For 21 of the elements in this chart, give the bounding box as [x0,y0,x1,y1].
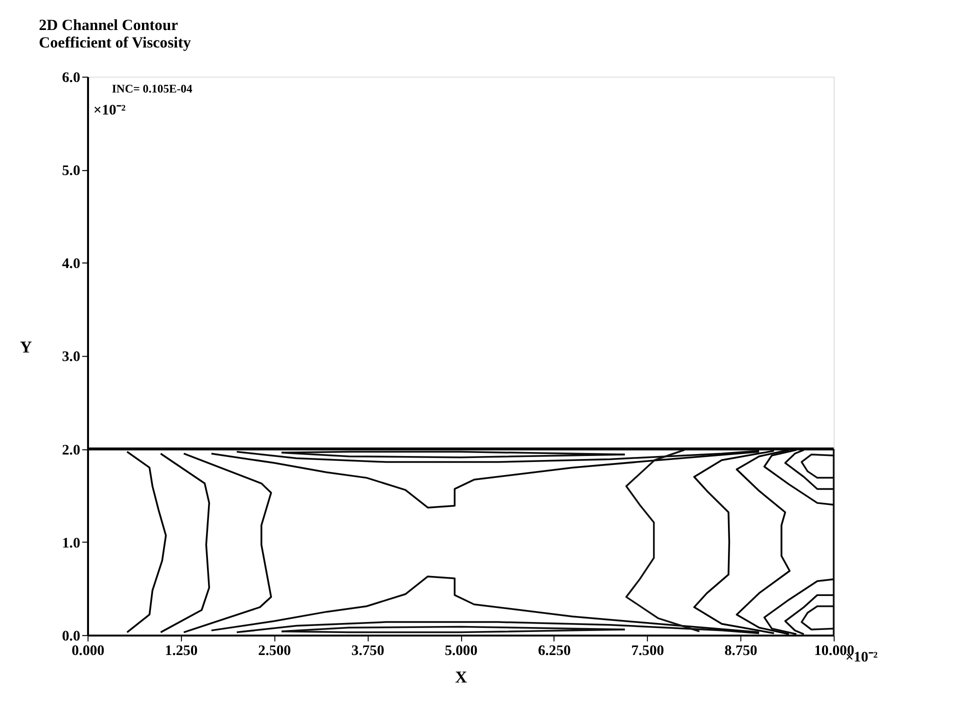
x-axis-title: X [455,667,468,686]
x-tick-label: 3.750 [351,643,384,660]
x-tick-label: 2.500 [258,643,291,660]
y-tick-label: 2.0 [62,442,80,458]
y-tick-label: 3.0 [62,349,80,366]
annotation: ×10⁻² [93,102,126,119]
x-tick-label: 7.500 [631,643,664,660]
chart-subtitle: Coefficient of Viscosity [38,34,192,52]
y-tick-label: 6.0 [62,70,80,86]
y-axis-title: Y [20,337,32,356]
x-tick-label: 6.250 [538,643,571,660]
x-tick-label: 0.000 [72,643,104,660]
x-tick-label: 5.000 [444,643,478,660]
y-tick-label: 0.0 [62,628,80,644]
annotation: INC= 0.105E-04 [112,82,193,96]
x-tick-label: 8.750 [724,643,758,660]
y-tick-label: 4.0 [62,256,80,272]
chart-title: 2D Channel Contour [38,17,178,34]
y-tick-label: 1.0 [62,535,80,552]
x-tick-label: 1.250 [164,643,198,660]
y-tick-label: 5.0 [62,163,80,180]
